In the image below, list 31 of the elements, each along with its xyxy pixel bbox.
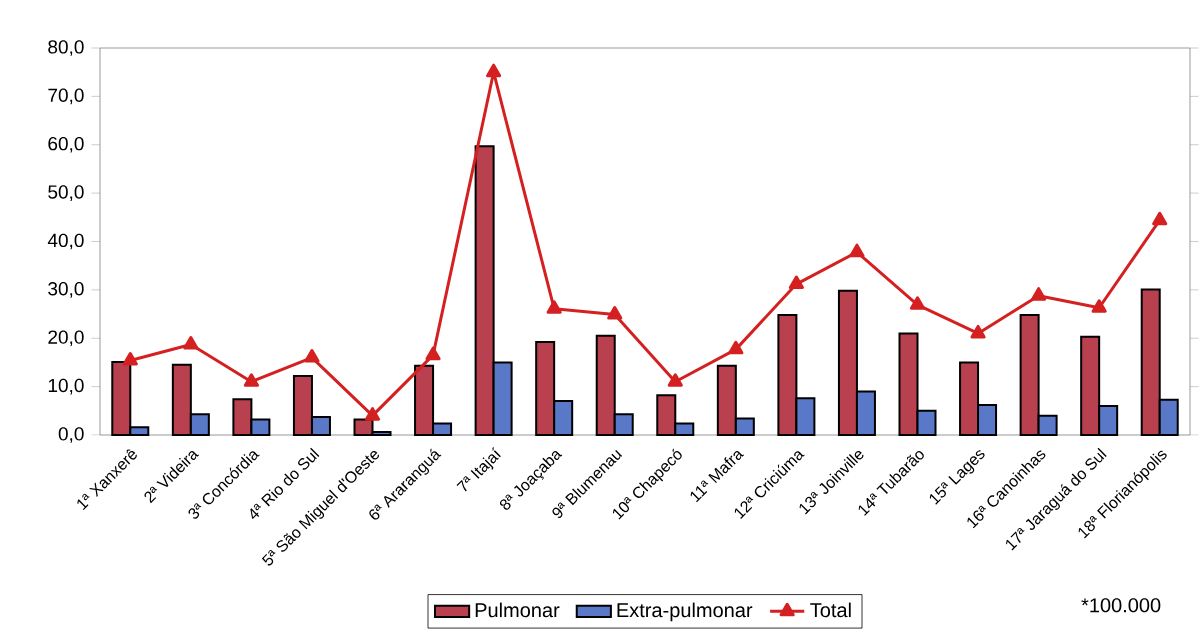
point bbox=[667, 373, 683, 387]
point bbox=[1031, 287, 1047, 301]
y-tick-label: 10,0 bbox=[48, 378, 84, 395]
y-tick-label: 30,0 bbox=[48, 282, 84, 298]
point bbox=[909, 296, 926, 310]
text: *100.000 bbox=[1081, 598, 1161, 613]
y-tick-label: 40,0 bbox=[47, 233, 84, 250]
y-tick-label: 0,0 bbox=[58, 427, 84, 443]
point bbox=[486, 63, 502, 78]
legend-label: Pulmonar bbox=[475, 602, 560, 618]
point bbox=[788, 275, 804, 290]
legend-label: Extra-pulmonar bbox=[617, 602, 753, 622]
y-tick-label: 50,0 bbox=[48, 185, 84, 201]
point bbox=[183, 336, 199, 350]
point bbox=[364, 407, 381, 421]
y-tick-label: 80,0 bbox=[48, 40, 84, 56]
y-tick-label: 20,0 bbox=[48, 330, 84, 347]
point bbox=[243, 373, 259, 387]
point bbox=[546, 300, 562, 314]
point bbox=[607, 306, 623, 320]
point bbox=[122, 351, 138, 366]
y-tick-label: 70,0 bbox=[48, 88, 84, 105]
point bbox=[728, 340, 744, 355]
point bbox=[849, 243, 865, 258]
point bbox=[1091, 299, 1107, 313]
legend-label: Total bbox=[810, 602, 851, 618]
point bbox=[304, 349, 320, 363]
point bbox=[425, 346, 441, 361]
y-tick-label: 60,0 bbox=[48, 136, 84, 153]
point bbox=[1152, 211, 1168, 226]
point bbox=[970, 324, 986, 339]
